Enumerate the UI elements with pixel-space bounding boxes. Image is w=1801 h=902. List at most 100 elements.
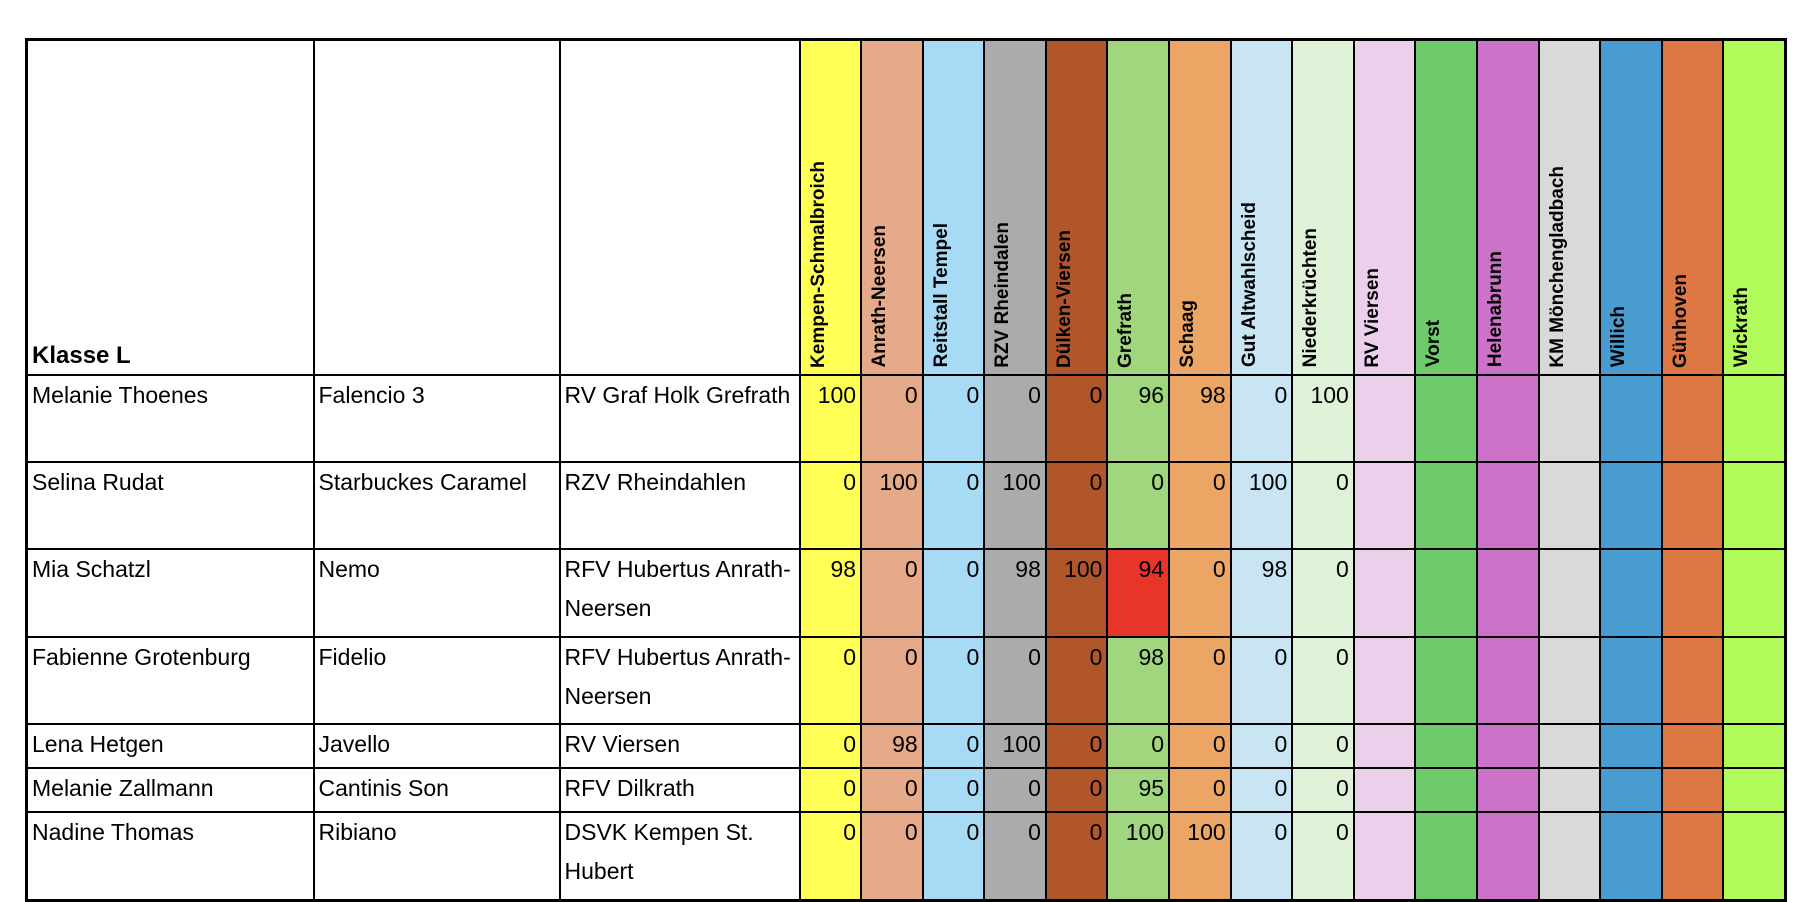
club-header: Schaag [1168,38,1232,376]
table-row: Mia Schatzl Nemo RFV Hubertus Anrath-Neers… [25,547,1786,638]
score-cell: 0 [1044,722,1109,769]
score-cell [1599,766,1663,813]
score-cell [1722,810,1786,902]
score-cell: 0 [1291,722,1355,769]
horse-name: Ribiano [312,810,561,902]
score-cell: 0 [1291,460,1355,550]
club-header-label: Kempen-Schmalbroich [807,160,829,368]
score-cell: 0 [983,766,1047,813]
rider-club: RFV Dilkrath [558,766,801,813]
rider-name: Lena Hetgen [25,722,315,769]
club-header: Helenabrunn [1476,38,1540,376]
score-cell: 0 [1291,766,1355,813]
score-cell [1722,722,1786,769]
club-header-label: KM Mönchengladbach [1546,165,1568,368]
club-header-label: RZV Rheindalen [992,221,1014,368]
score-cell: 0 [921,766,986,813]
score-cell: 98 [860,722,924,769]
empty-header-cell [312,38,561,376]
table-row: Melanie Thoenes Falencio 3 RV Graf Holk Gr… [25,373,1786,463]
score-cell [1660,373,1725,463]
score-cell: 94 [1106,547,1171,638]
club-header: Grefrath [1106,38,1171,376]
score-cell: 0 [1168,766,1232,813]
rider-club: RV Viersen [558,722,801,769]
table-row: Selina Rudat Starbuckes Caramel RZV Rheind… [25,460,1786,550]
score-cell [1660,722,1725,769]
club-header: Reitstall Tempel [921,38,986,376]
score-cell: 0 [798,635,863,725]
club-header-label: Günhoven [1669,273,1691,368]
club-header-label: Niederkrüchten [1300,228,1322,368]
table-row: Melanie Zallmann Cantinis Son RFV Dilkrath… [25,766,1786,813]
score-cell: 0 [1044,460,1109,550]
score-cell: 0 [1044,373,1109,463]
score-cell: 100 [1106,810,1171,902]
table-row: Fabienne Grotenburg Fidelio RFV Hubertus A… [25,635,1786,725]
club-header: Vorst [1414,38,1479,376]
score-cell: 98 [1168,373,1232,463]
rider-club: RV Graf Holk Grefrath [558,373,801,463]
score-cell [1352,547,1417,638]
score-cell [1352,373,1417,463]
score-cell: 0 [1168,635,1232,725]
club-header: Anrath-Neersen [860,38,924,376]
club-header-label: Willich [1608,306,1630,368]
score-cell: 0 [1044,810,1109,902]
score-cell: 0 [860,373,924,463]
horse-name: Falencio 3 [312,373,561,463]
club-header-label: RV Viersen [1361,267,1383,368]
score-cell: 100 [1229,460,1294,550]
score-cell: 0 [860,547,924,638]
score-cell [1537,547,1602,638]
rider-club: RZV Rheindahlen [558,460,801,550]
score-cell [1352,766,1417,813]
score-cell: 0 [860,810,924,902]
table-row: Lena Hetgen Javello RV Viersen 0 98 0 100 0 0 0 0 0 [25,722,1786,769]
score-cell: 100 [860,460,924,550]
score-cell: 0 [798,766,863,813]
score-cell: 0 [1044,635,1109,725]
score-cell: 0 [1291,810,1355,902]
score-cell: 0 [1291,635,1355,725]
score-cell: 0 [1106,460,1171,550]
score-cell [1660,810,1725,902]
score-cell [1476,810,1540,902]
score-cell [1414,373,1479,463]
score-cell: 95 [1106,766,1171,813]
score-cell [1414,635,1479,725]
club-header: Wickrath [1722,38,1786,376]
score-cell [1722,373,1786,463]
score-cell [1414,766,1479,813]
empty-header-cell [558,38,801,376]
rider-name: Nadine Thomas [25,810,315,902]
club-header-label: Dülken-Viersen [1053,229,1075,368]
score-cell: 98 [1106,635,1171,725]
score-cell [1352,635,1417,725]
score-cell: 0 [1106,722,1171,769]
score-cell: 0 [860,635,924,725]
score-cell: 0 [921,635,986,725]
score-cell: 0 [798,810,863,902]
horse-name: Starbuckes Caramel [312,460,561,550]
score-cell [1722,766,1786,813]
score-cell: 0 [798,460,863,550]
score-cell: 0 [921,373,986,463]
score-cell: 96 [1106,373,1171,463]
score-cell [1352,722,1417,769]
rider-club: DSVK Kempen St. Hubert [558,810,801,902]
score-cell: 0 [1044,766,1109,813]
score-cell: 0 [1291,547,1355,638]
score-cell [1537,373,1602,463]
score-cell: 0 [983,635,1047,725]
score-cell [1414,722,1479,769]
club-header: Kempen-Schmalbroich [798,38,863,376]
score-cell [1537,722,1602,769]
rider-name: Melanie Zallmann [25,766,315,813]
rider-name: Melanie Thoenes [25,373,315,463]
score-cell: 100 [983,460,1047,550]
score-cell: 0 [1168,547,1232,638]
score-cell [1599,460,1663,550]
score-cell [1599,373,1663,463]
score-cell [1599,635,1663,725]
